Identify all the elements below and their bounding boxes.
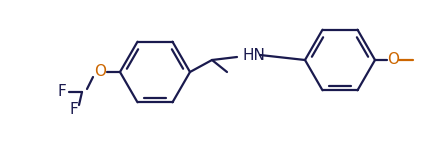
Text: HN: HN — [242, 48, 265, 63]
Text: O: O — [387, 52, 399, 68]
Text: O: O — [94, 64, 106, 80]
Text: F: F — [58, 84, 66, 99]
Text: F: F — [70, 102, 78, 117]
